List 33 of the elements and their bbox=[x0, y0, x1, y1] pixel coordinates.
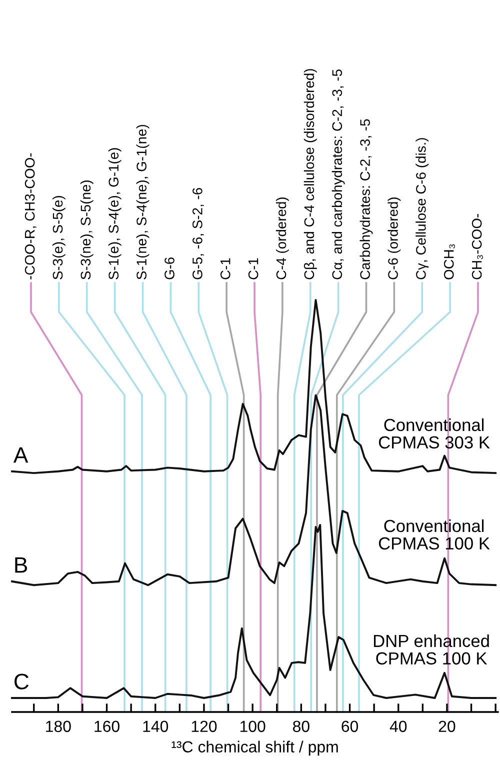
series-label: B bbox=[15, 557, 28, 573]
ref-line-label: C-4 (ordered) bbox=[276, 198, 289, 280]
ref-line-label: -COO-R, CH3-COO- bbox=[24, 153, 36, 280]
x-tick-label: 80 bbox=[292, 720, 310, 732]
ref-line-label: C-6 (ordered) bbox=[388, 198, 401, 280]
x-tick-label: 100 bbox=[240, 720, 266, 732]
ref-line-label: S-1(e), S-4(e), G-1(e) bbox=[108, 148, 122, 280]
x-axis-title: ¹³C chemical shift / ppm bbox=[172, 740, 338, 756]
ref-line-label: S-3(ne), S-5(ne) bbox=[80, 180, 94, 280]
ref-line-label: Cα, and carbohydrates: C-2, -3, -5 bbox=[332, 70, 345, 280]
ref-line-label: G-5, -6, S-2, -6 bbox=[192, 188, 204, 280]
ref-line-label: S-3(e), S-5(e) bbox=[52, 196, 66, 280]
ref-line-label: CH₃-COO- bbox=[472, 214, 483, 280]
x-tick-label: 60 bbox=[342, 720, 358, 732]
x-tick-label: 140 bbox=[143, 720, 168, 732]
ref-line-label: Carbohydrates: C-2, -3, -5 bbox=[360, 119, 373, 280]
x-tick-label: 180 bbox=[46, 720, 71, 732]
x-tick-label: 20 bbox=[438, 720, 456, 732]
ref-line-label: Cβ, and C-4 cellulose (disordered) bbox=[304, 69, 317, 280]
annotation: Conventional CPMAS 303 K bbox=[378, 418, 490, 449]
x-tick-label: 40 bbox=[390, 720, 407, 732]
series-label: A bbox=[13, 447, 28, 463]
annotation: Conventional CPMAS 100 K bbox=[378, 519, 490, 550]
ref-line-label: C-1 bbox=[220, 258, 230, 280]
x-tick-label: 160 bbox=[94, 720, 120, 732]
series-label: C bbox=[14, 674, 29, 690]
ref-line-label: C-1 bbox=[248, 258, 258, 280]
ref-line-label: G-6 bbox=[164, 257, 174, 280]
ref-line-label: S-1(ne), S-4(ne), G-1(ne) bbox=[136, 124, 150, 280]
annotation: DNP enhanced CPMAS 100 K bbox=[374, 634, 489, 665]
ref-line-label: OCH₃ bbox=[444, 244, 455, 280]
ref-line-label: Cγ, Cellulose C-6 (dis.) bbox=[416, 138, 429, 280]
x-tick-label: 120 bbox=[192, 720, 217, 732]
